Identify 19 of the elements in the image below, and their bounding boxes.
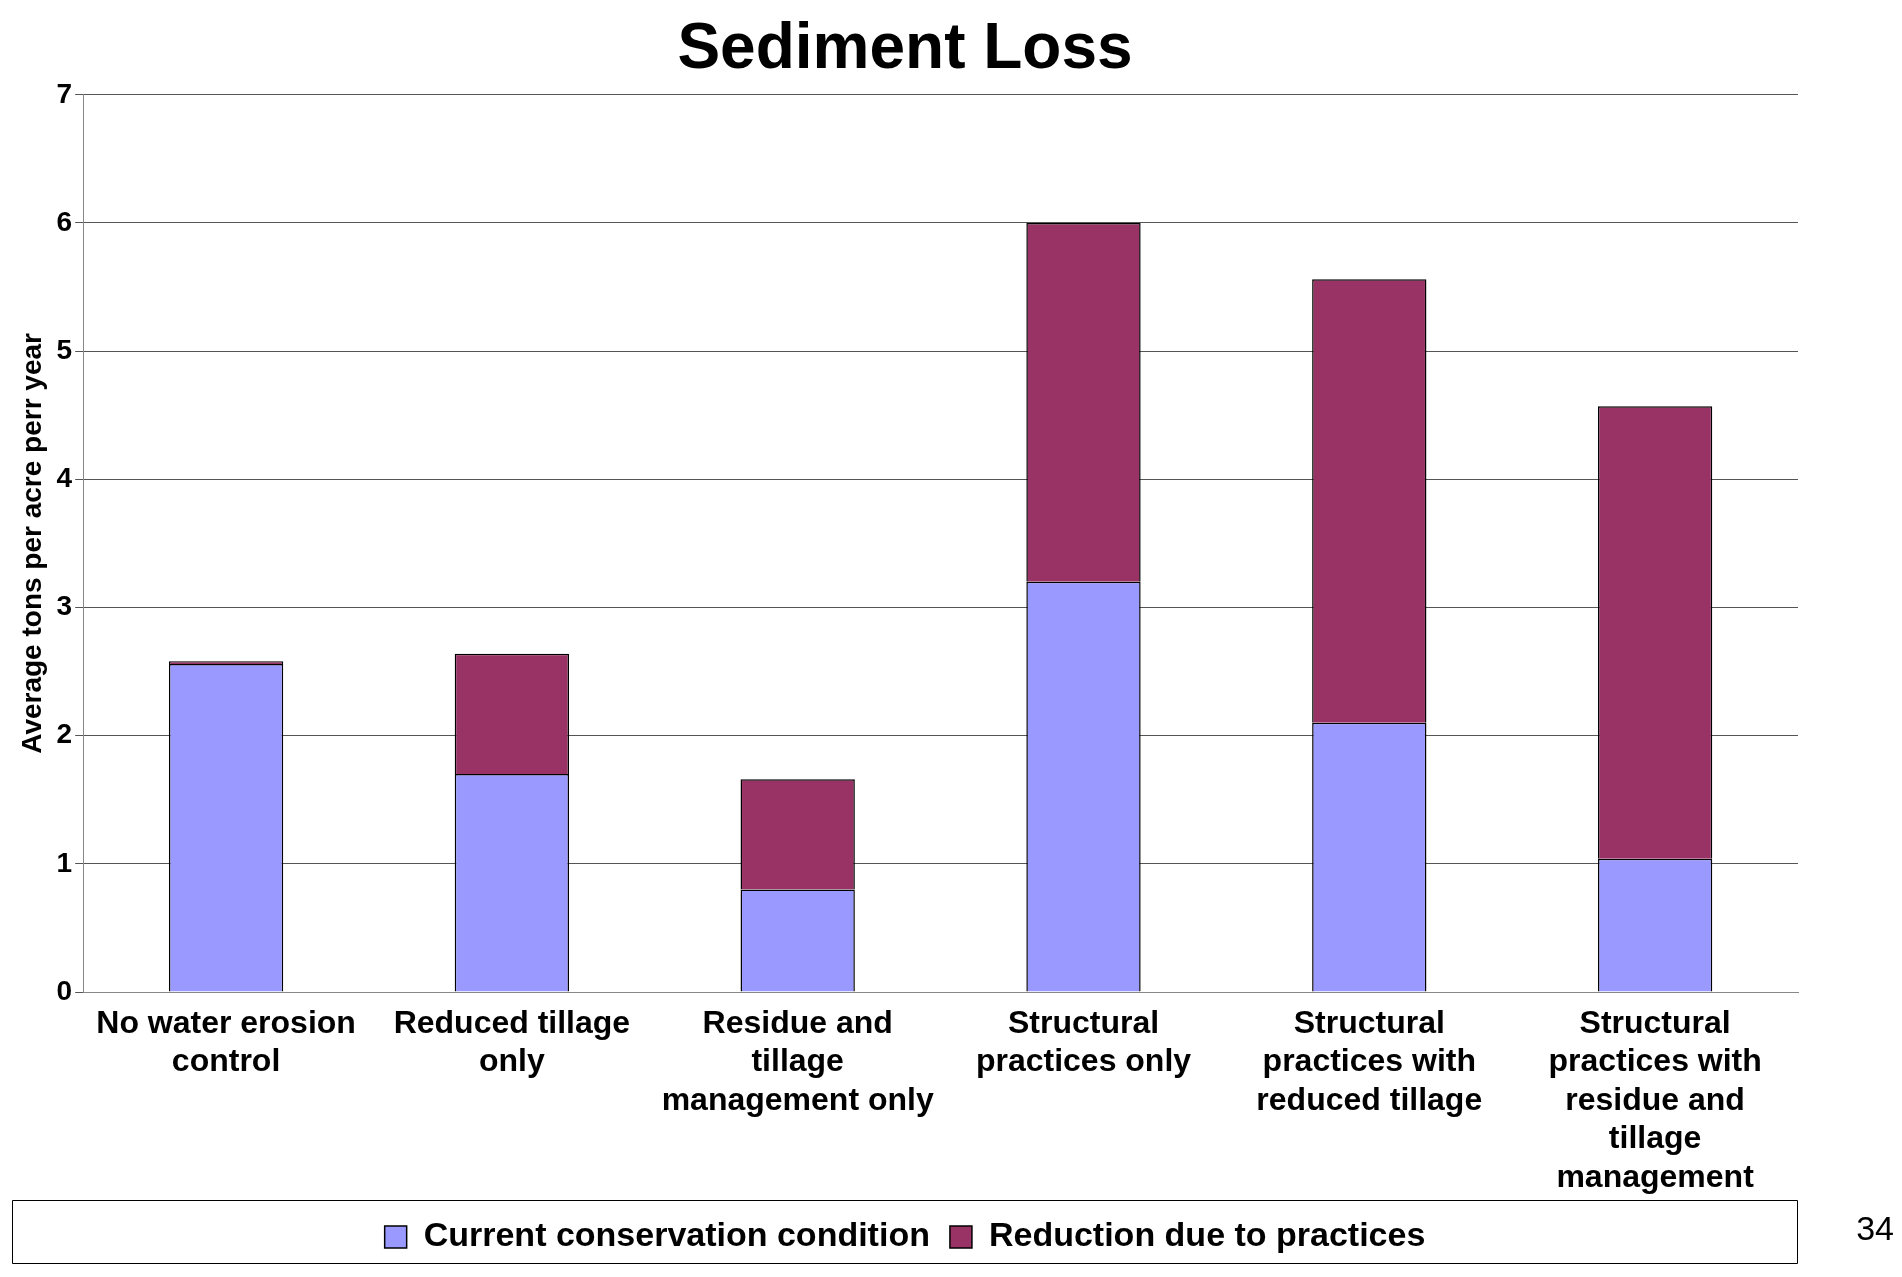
x-tick-label: Residue and tillage management only xyxy=(661,1004,934,1117)
legend-label: Current conservation condition xyxy=(423,1215,930,1254)
legend-label: Reduction due to practices xyxy=(988,1215,1426,1254)
y-tick-label: 0 xyxy=(56,974,73,1006)
x-tick-label: Structural practices with residue and tillage management xyxy=(1548,1004,1762,1194)
text: 34 xyxy=(1856,1209,1894,1248)
x-tick-label: No water erosion control xyxy=(96,1004,356,1079)
y-tick-label: 4 xyxy=(56,462,73,494)
chart-title: Sediment Loss xyxy=(677,10,1133,83)
y-tick-label: 7 xyxy=(56,77,73,109)
y-tick-label: 6 xyxy=(56,205,73,237)
x-tick-label: Structural practices with reduced tillage xyxy=(1256,1004,1483,1117)
x-tick-label: Reduced tillage only xyxy=(393,1004,631,1079)
y-tick-label: 2 xyxy=(56,718,73,750)
y-tick-label: 1 xyxy=(56,846,73,878)
y-tick-label: 3 xyxy=(56,590,73,622)
x-tick-label: Structural practices only xyxy=(975,1004,1192,1079)
y-axis-title: Average tons per acre perr year xyxy=(15,332,47,754)
y-tick-label: 5 xyxy=(56,333,73,365)
